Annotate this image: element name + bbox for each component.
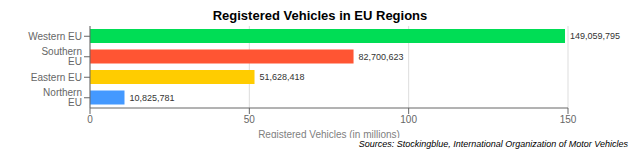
svg-text:100: 100 — [400, 114, 417, 125]
svg-text:82,700,623: 82,700,623 — [359, 52, 404, 62]
svg-text:50: 50 — [244, 114, 256, 125]
svg-text:Eastern EU: Eastern EU — [31, 72, 82, 83]
svg-text:NorthernEU: NorthernEU — [43, 87, 82, 108]
svg-text:51,628,418: 51,628,418 — [260, 72, 305, 82]
html-text:Sources: Stockingblue, Interna: Sources: Stockingblue, International Org… — [358, 139, 628, 149]
svg-text:10,825,781: 10,825,781 — [129, 93, 174, 103]
svg-text:150: 150 — [560, 114, 577, 125]
svg-text:SouthernEU: SouthernEU — [41, 46, 82, 67]
svg-text:149,059,795: 149,059,795 — [570, 31, 620, 41]
svg-text:Western EU: Western EU — [28, 31, 82, 42]
html-text:Registered Vehicles in EU Regi: Registered Vehicles in EU Regions — [212, 8, 428, 23]
svg-text:Registered Vehicles (in millio: Registered Vehicles (in millions) — [258, 129, 400, 138]
svg-text:0: 0 — [87, 114, 93, 125]
